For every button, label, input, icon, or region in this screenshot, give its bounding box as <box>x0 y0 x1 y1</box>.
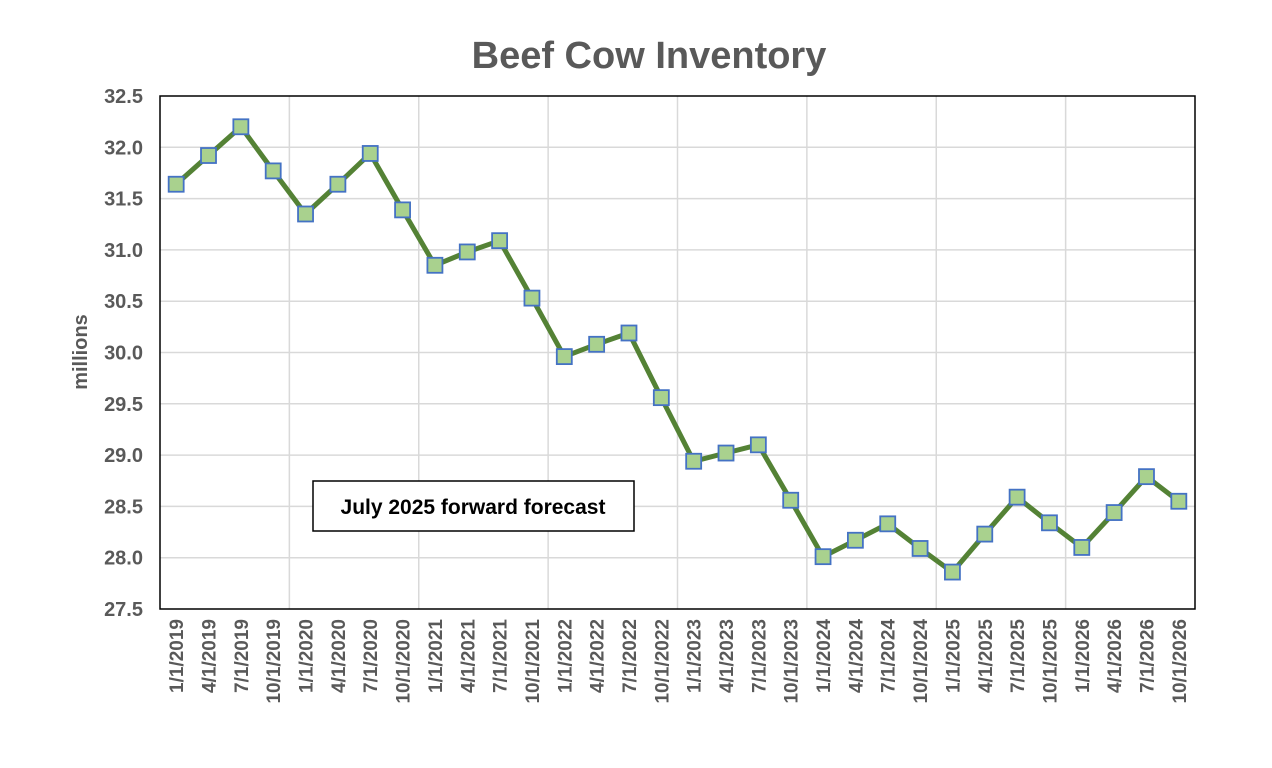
x-tick-label: 10/1/2025 <box>1040 619 1061 704</box>
data-point <box>297 205 314 223</box>
data-point <box>782 491 800 509</box>
x-tick-label: 1/1/2023 <box>685 619 706 693</box>
x-tick-label: 1/1/2022 <box>555 619 576 693</box>
x-tick-label: 7/1/2024 <box>879 619 900 693</box>
x-tick-label: 10/1/2024 <box>911 619 932 704</box>
forecast-annotation: July 2025 forward forecast <box>312 480 635 532</box>
data-point <box>426 256 444 274</box>
data-point <box>1041 514 1058 532</box>
data-point <box>329 175 347 193</box>
grid-lines <box>160 96 1195 609</box>
y-tick-label: 28.5 <box>104 496 143 518</box>
data-point <box>361 145 379 162</box>
plot-area-border <box>159 95 1196 610</box>
y-tick-label: 28.0 <box>104 548 143 570</box>
x-tick-label: 4/1/2022 <box>588 619 609 693</box>
y-tick-label: 30.0 <box>104 343 143 365</box>
data-point <box>264 162 282 180</box>
x-tick-label: 1/1/2020 <box>297 619 318 693</box>
x-tick-label: 1/1/2025 <box>943 619 964 693</box>
data-point <box>1105 504 1123 521</box>
data-point <box>167 175 185 193</box>
data-point <box>200 147 217 164</box>
y-tick-label: 27.5 <box>104 599 143 621</box>
data-point <box>976 525 994 543</box>
x-axis-ticks: 1/1/2019 4/1/2019 7/1/2019 10/1/2019 1/1/202… <box>167 619 1191 704</box>
data-point <box>814 548 832 566</box>
data-point <box>1073 539 1091 556</box>
data-point <box>1170 492 1188 510</box>
x-tick-label: 7/1/2022 <box>620 619 641 693</box>
y-tick-label: 31.0 <box>104 240 143 262</box>
data-point <box>911 540 929 557</box>
x-tick-label: 7/1/2023 <box>749 619 770 693</box>
series-layer <box>167 118 1188 581</box>
data-point <box>491 232 509 250</box>
x-tick-label: 7/1/2020 <box>361 619 382 693</box>
chart-title: Beef Cow Inventory <box>472 35 827 77</box>
data-point <box>555 348 573 366</box>
annotation-text: July 2025 forward forecast <box>341 496 606 519</box>
data-point <box>846 531 864 549</box>
x-tick-label: 10/1/2019 <box>264 619 285 704</box>
x-tick-label: 7/1/2025 <box>1008 619 1029 693</box>
x-tick-label: 1/1/2026 <box>1073 619 1094 693</box>
data-point <box>1138 468 1155 486</box>
x-tick-label: 1/1/2021 <box>426 619 447 693</box>
y-tick-label: 29.5 <box>104 394 143 416</box>
x-tick-label: 4/1/2024 <box>846 619 867 693</box>
x-tick-label: 4/1/2019 <box>200 619 221 693</box>
data-point <box>588 335 606 353</box>
x-tick-label: 7/1/2026 <box>1137 619 1158 693</box>
data-point <box>1008 488 1026 506</box>
data-point <box>523 289 541 307</box>
data-point <box>685 452 703 470</box>
y-axis-label: millions <box>70 314 92 390</box>
y-tick-label: 30.5 <box>104 291 143 313</box>
data-point <box>394 201 411 219</box>
x-tick-label: 1/1/2024 <box>814 619 835 693</box>
x-tick-label: 4/1/2023 <box>717 619 738 693</box>
y-tick-label: 32.5 <box>104 86 143 108</box>
x-tick-label: 10/1/2020 <box>394 619 415 704</box>
x-tick-label: 7/1/2019 <box>232 619 253 693</box>
y-tick-label: 31.5 <box>104 189 143 211</box>
x-tick-label: 4/1/2020 <box>329 619 350 693</box>
x-tick-label: 7/1/2021 <box>491 619 512 693</box>
x-tick-label: 1/1/2019 <box>167 619 188 693</box>
data-point <box>749 436 767 454</box>
x-tick-label: 10/1/2022 <box>652 619 673 704</box>
y-tick-label: 32.0 <box>104 137 143 159</box>
x-tick-label: 4/1/2025 <box>976 619 997 693</box>
data-point <box>458 243 476 261</box>
data-point <box>717 444 735 462</box>
data-point <box>652 389 670 407</box>
data-point <box>232 118 250 136</box>
x-tick-label: 10/1/2021 <box>523 619 544 704</box>
data-point <box>879 515 897 533</box>
y-axis-ticks: 27.5 28.0 28.5 29.0 29.5 30.0 30.5 31.0 31.5 32.0… <box>104 86 143 621</box>
x-tick-label: 10/1/2023 <box>782 619 803 704</box>
x-tick-label: 4/1/2021 <box>458 619 479 693</box>
y-tick-label: 29.0 <box>104 445 143 467</box>
x-tick-label: 4/1/2026 <box>1105 619 1126 693</box>
data-point <box>944 563 961 581</box>
data-point <box>620 324 638 342</box>
x-tick-label: 10/1/2026 <box>1170 619 1191 704</box>
annotation-box-border <box>312 480 635 532</box>
